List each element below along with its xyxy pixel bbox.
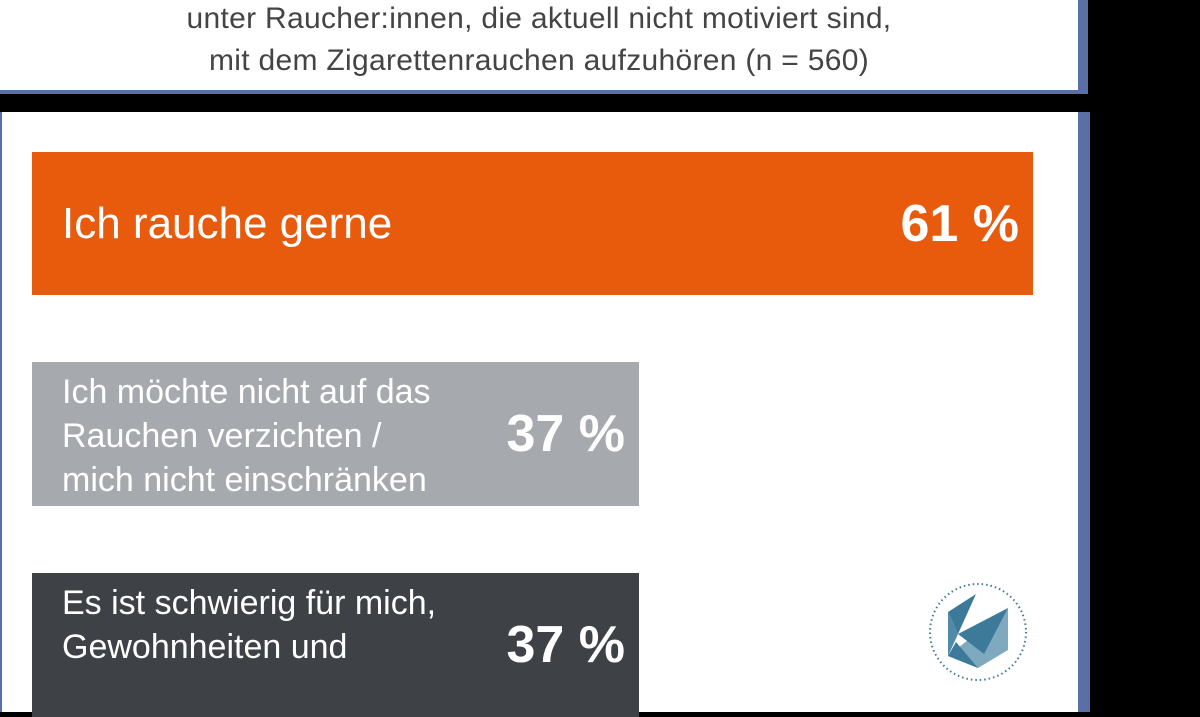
bar-schwierig-gewohnheiten: Es ist schwierig für mich, Gewohnheiten … <box>32 573 639 717</box>
bar-label: Ich rauche gerne <box>62 198 393 248</box>
bar-label-line: Es ist schwierig für mich, <box>62 584 437 622</box>
bar-label-line: mich nicht einschränken <box>62 461 427 499</box>
hexagon-bird-logo-icon <box>929 583 1027 681</box>
bar-label-line: Ich möchte nicht auf das <box>62 373 431 411</box>
bar-label: Ich möchte nicht auf das Rauchen verzich… <box>62 370 431 502</box>
bar-nicht-verzichten: Ich möchte nicht auf das Rauchen verzich… <box>32 362 639 506</box>
bar-ich-rauche-gerne: Ich rauche gerne 61 % <box>32 152 1033 295</box>
bar-value: 37 % <box>506 616 625 674</box>
bar-label-line: Rauchen verzichten / <box>62 417 382 455</box>
bar-label-line: Gewohnheiten und <box>62 628 348 666</box>
subtitle-panel: unter Raucher:innen, die aktuell nicht m… <box>0 0 1088 94</box>
bar-value: 61 % <box>900 194 1019 253</box>
subtitle-line-1: unter Raucher:innen, die aktuell nicht m… <box>186 2 892 35</box>
bar-label: Es ist schwierig für mich, Gewohnheiten … <box>62 581 436 669</box>
subtitle-line-2: mit dem Zigarettenrauchen aufzuhören (n … <box>208 44 869 77</box>
bar-value: 37 % <box>506 405 625 463</box>
